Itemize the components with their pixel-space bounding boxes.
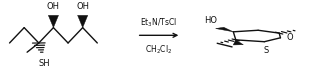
Text: S: S bbox=[263, 46, 268, 55]
Polygon shape bbox=[216, 27, 233, 32]
Text: OH: OH bbox=[47, 2, 60, 11]
Text: Et$_3$N/TsCl: Et$_3$N/TsCl bbox=[140, 16, 178, 29]
Polygon shape bbox=[233, 40, 243, 45]
Polygon shape bbox=[48, 15, 59, 28]
Text: HO: HO bbox=[204, 16, 217, 25]
Text: SH: SH bbox=[38, 59, 50, 68]
Text: OH: OH bbox=[76, 2, 89, 11]
Text: CH$_2$Cl$_2$: CH$_2$Cl$_2$ bbox=[145, 43, 173, 56]
Polygon shape bbox=[78, 15, 88, 28]
Text: O: O bbox=[286, 33, 293, 42]
